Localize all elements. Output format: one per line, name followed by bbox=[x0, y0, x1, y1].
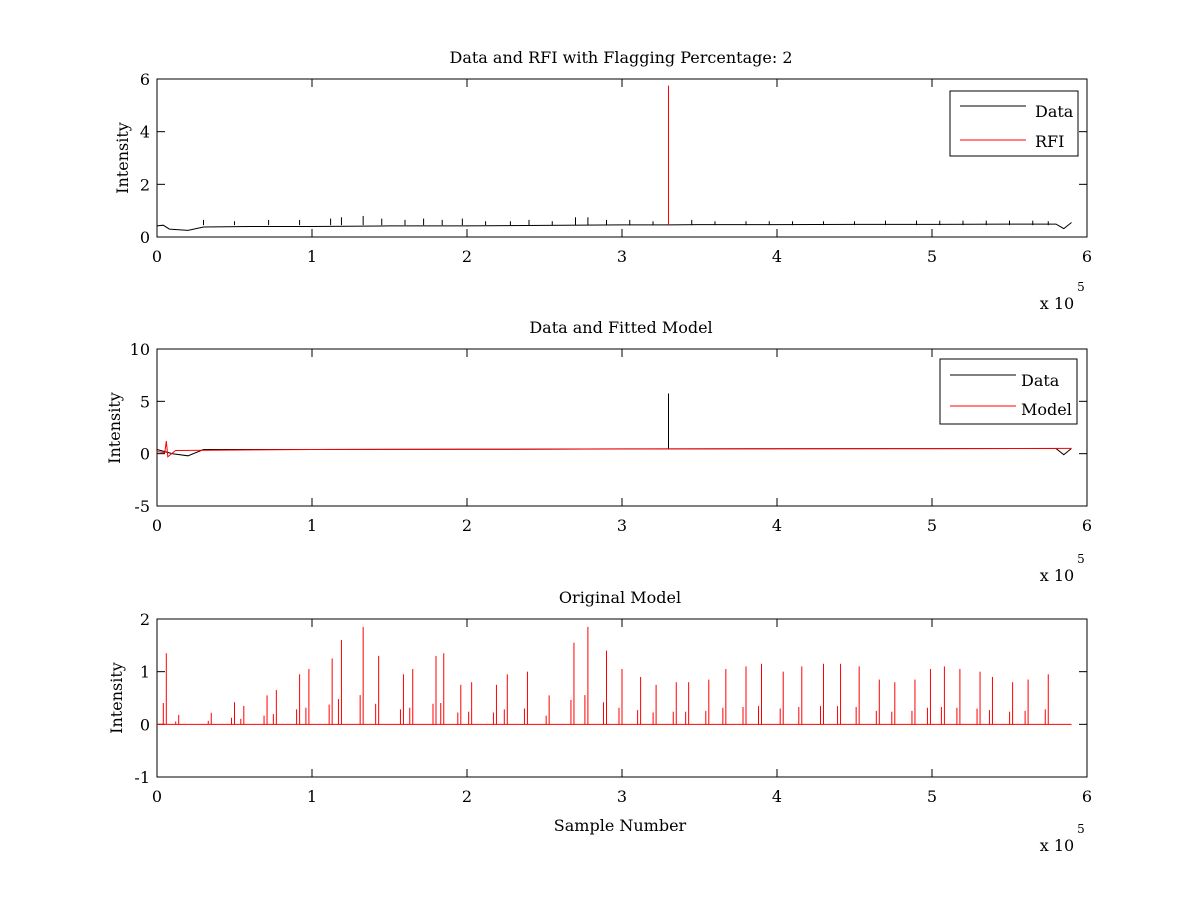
x-exponent-power: 5 bbox=[1077, 280, 1085, 294]
x-exponent-base: x 10 bbox=[1040, 836, 1074, 855]
y-tick-label: -1 bbox=[134, 768, 150, 787]
x-exponent-base: x 10 bbox=[1040, 566, 1074, 585]
plot-area: 0 1 2 3 4 5 6 0 2 4 6 bbox=[140, 70, 1092, 266]
y-axis-label: Intensity bbox=[107, 662, 126, 734]
legend-label-rfi: RFI bbox=[1035, 132, 1064, 151]
y-axis-label: Intensity bbox=[113, 122, 132, 194]
y-tick-label: 2 bbox=[140, 175, 150, 194]
subplot-original-model: Original Model Intensity Sample Number x… bbox=[107, 588, 1092, 855]
x-exponent-power: 5 bbox=[1077, 822, 1085, 836]
y-tick-label: 2 bbox=[140, 610, 150, 629]
x-tick-label: 5 bbox=[927, 247, 937, 266]
subplot-rfi: Data and RFI with Flagging Percentage: 2… bbox=[113, 48, 1092, 313]
y-tick-label: 1 bbox=[140, 663, 150, 682]
y-tick-label: 10 bbox=[130, 340, 150, 359]
x-tick-label: 3 bbox=[617, 516, 627, 535]
x-axis-label: Sample Number bbox=[554, 816, 687, 835]
subplot-title: Original Model bbox=[559, 588, 681, 607]
y-tick-label: 0 bbox=[140, 228, 150, 247]
x-tick-label: 4 bbox=[772, 787, 782, 806]
legend-label-model: Model bbox=[1021, 400, 1072, 419]
x-tick-label: 2 bbox=[462, 516, 472, 535]
x-exponent-power: 5 bbox=[1077, 552, 1085, 566]
y-tick-label: 4 bbox=[140, 123, 150, 142]
x-tick-label: 2 bbox=[462, 247, 472, 266]
x-tick-label: 5 bbox=[927, 787, 937, 806]
x-tick-label: 3 bbox=[617, 247, 627, 266]
y-tick-label: 0 bbox=[140, 445, 150, 464]
x-tick-label: 1 bbox=[307, 787, 317, 806]
y-tick-label: 0 bbox=[140, 715, 150, 734]
x-tick-label: 6 bbox=[1082, 787, 1092, 806]
legend-box bbox=[949, 90, 1079, 157]
legend: Data RFI bbox=[949, 90, 1079, 157]
series-line-data bbox=[156, 222, 1072, 231]
x-tick-label: 4 bbox=[772, 247, 782, 266]
x-tick-label: 1 bbox=[307, 247, 317, 266]
x-tick-label: 0 bbox=[152, 247, 162, 266]
legend-label-data: Data bbox=[1021, 371, 1060, 390]
x-tick-label: 4 bbox=[772, 516, 782, 535]
x-tick-label: 6 bbox=[1082, 516, 1092, 535]
x-tick-label: 0 bbox=[152, 787, 162, 806]
y-axis-label: Intensity bbox=[105, 392, 124, 464]
x-tick-label: 3 bbox=[617, 787, 627, 806]
series-line-model bbox=[156, 441, 1072, 458]
y-tick-label: 6 bbox=[140, 70, 150, 89]
subplot-fitted-model: Data and Fitted Model Intensity x 10 5 0… bbox=[105, 318, 1092, 585]
axes-frame bbox=[156, 78, 1088, 238]
x-tick-label: 2 bbox=[462, 787, 472, 806]
x-tick-label: 6 bbox=[1082, 247, 1092, 266]
x-exponent-base: x 10 bbox=[1040, 294, 1074, 313]
y-tick-label: 5 bbox=[140, 392, 150, 411]
legend-box bbox=[939, 358, 1078, 425]
x-tick-label: 5 bbox=[927, 516, 937, 535]
x-tick-label: 1 bbox=[307, 516, 317, 535]
x-tick-label: 0 bbox=[152, 516, 162, 535]
legend: Data Model bbox=[939, 358, 1078, 425]
subplot-title: Data and RFI with Flagging Percentage: 2 bbox=[449, 48, 792, 67]
y-tick-label: -5 bbox=[134, 497, 150, 516]
subplot-title: Data and Fitted Model bbox=[529, 318, 712, 337]
legend-label-data: Data bbox=[1035, 102, 1074, 121]
